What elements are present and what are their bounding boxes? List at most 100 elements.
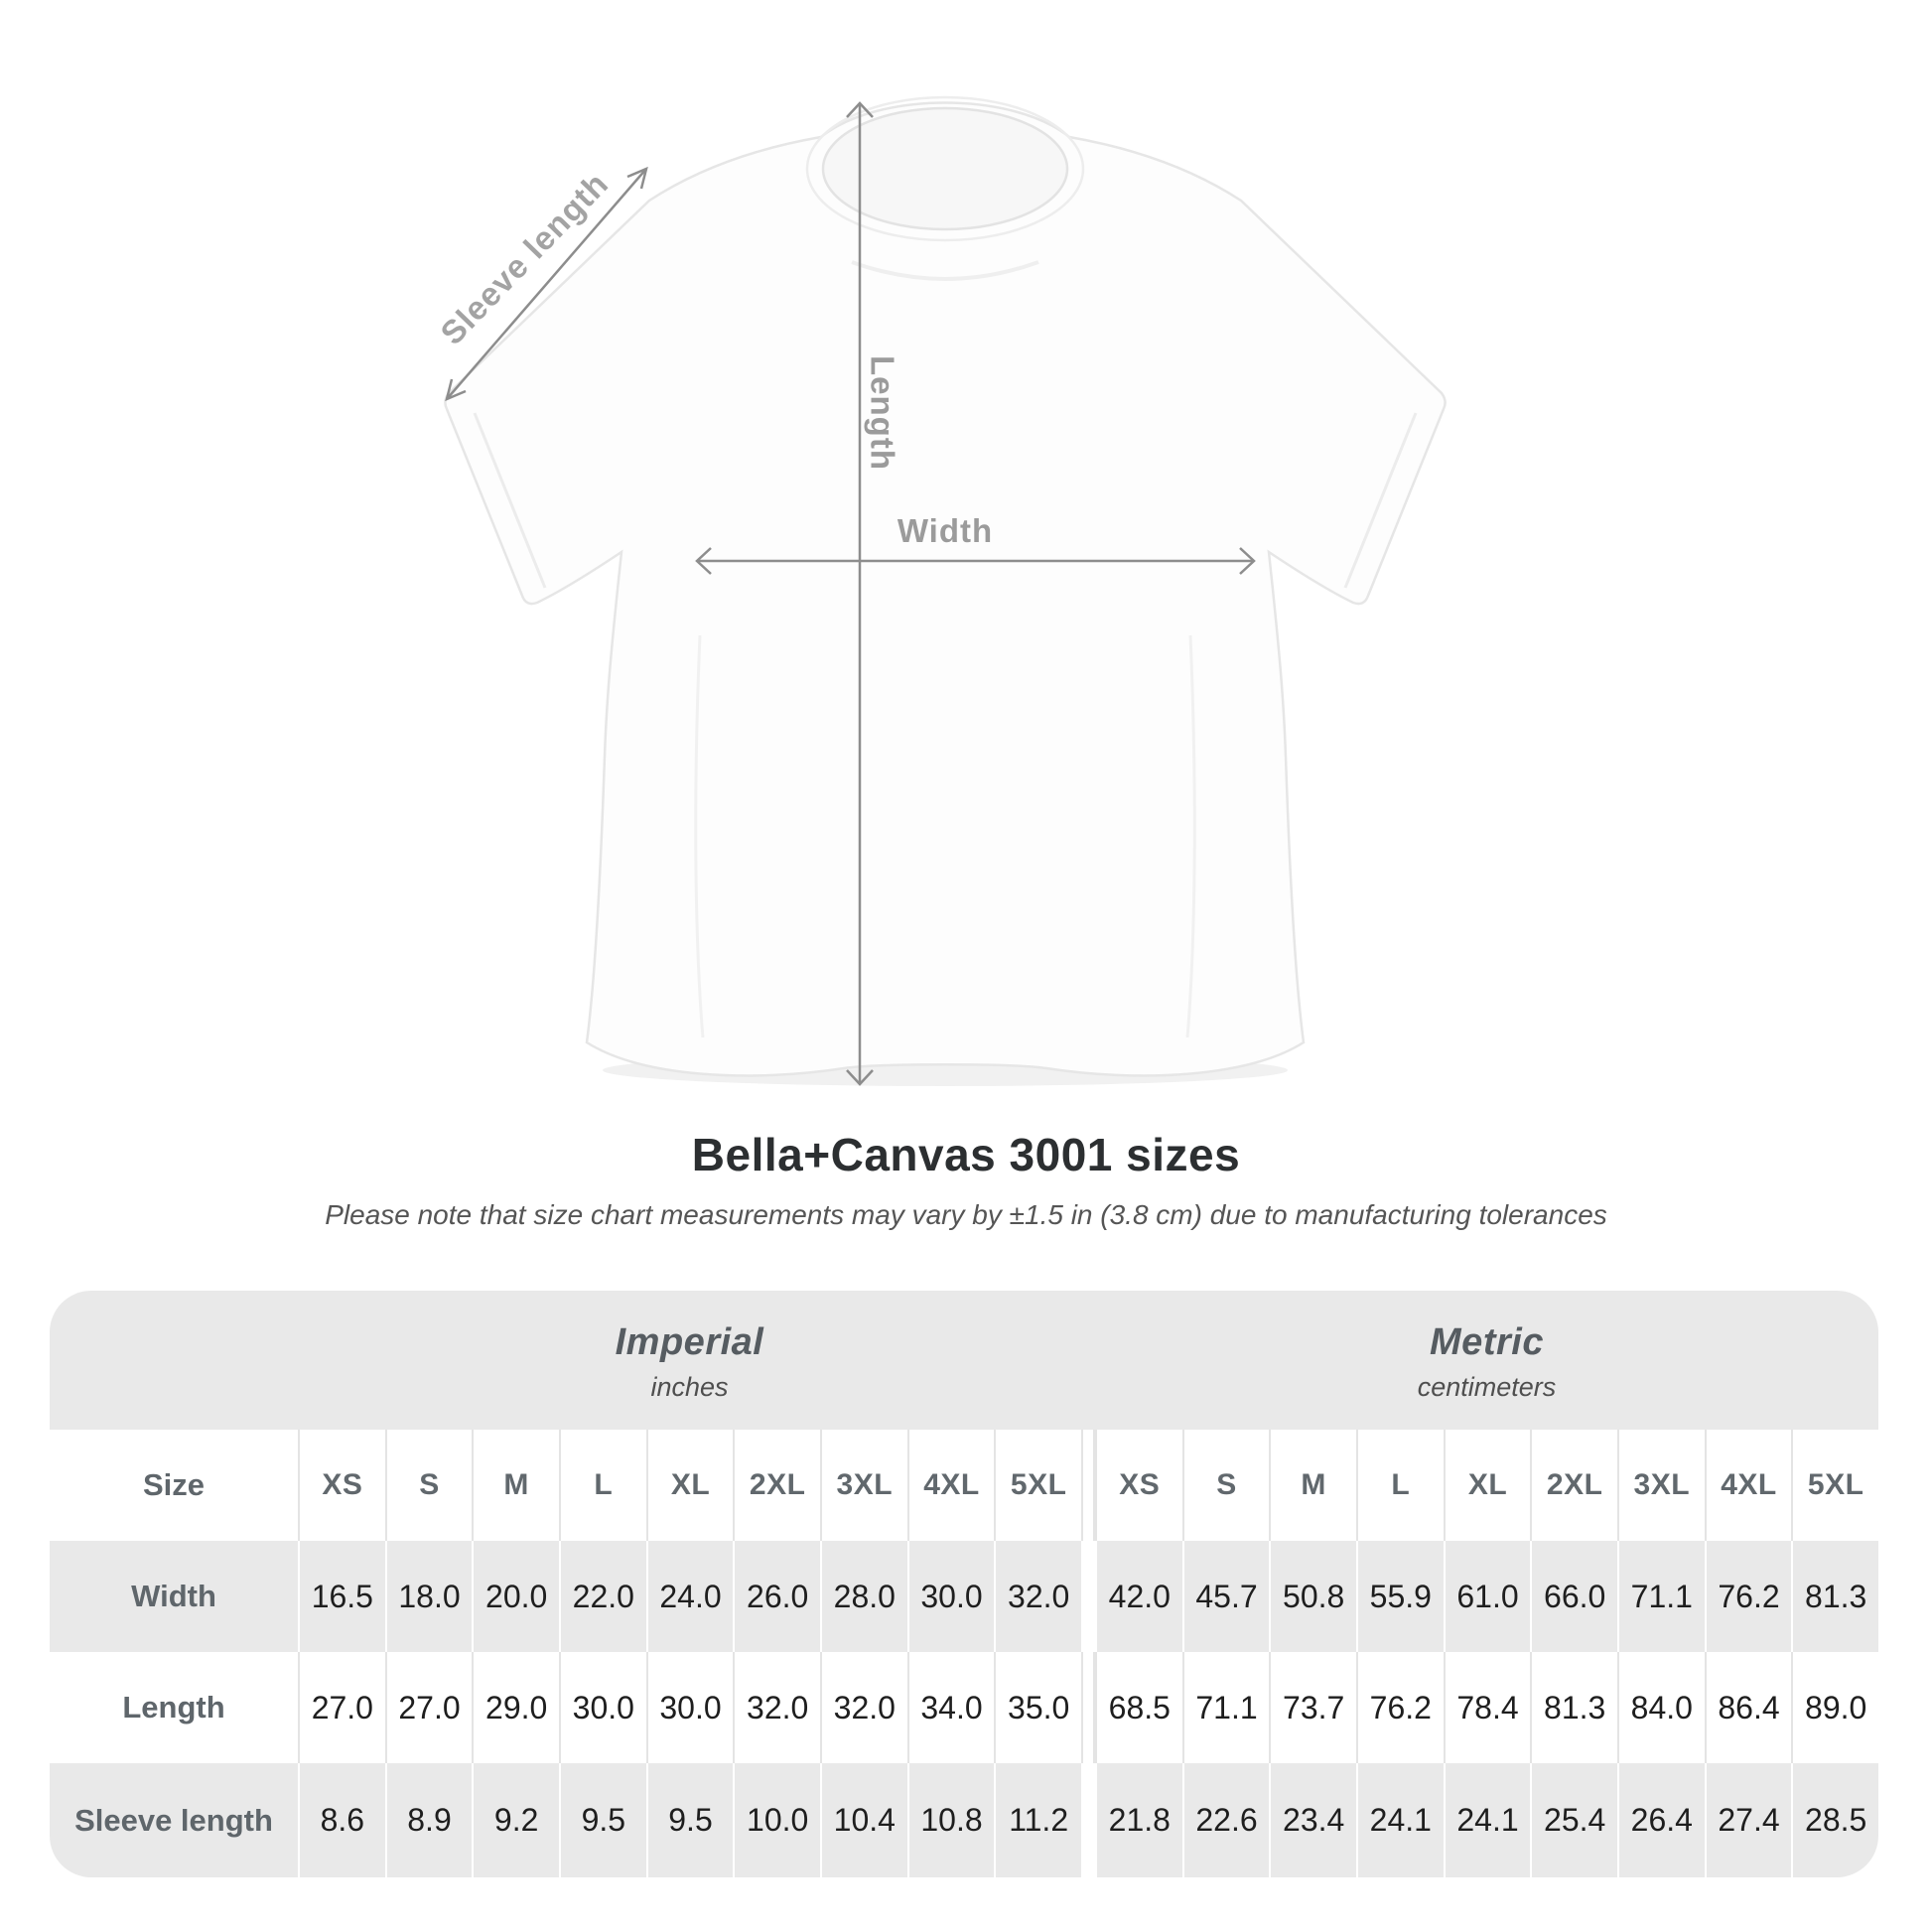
size-column-header: 5XL [994, 1430, 1081, 1541]
size-table: Imperial inches Metric centimeters Size X… [50, 1291, 1878, 1877]
table-cell: 21.8 [1094, 1763, 1182, 1877]
table-row: Width 16.5 18.0 20.0 22.0 24.0 26.0 28.0 30.0 32.… [50, 1541, 1878, 1652]
size-column-header: 2XL [1530, 1430, 1617, 1541]
row-label: Width [50, 1541, 298, 1652]
size-column-header: 2XL [733, 1430, 820, 1541]
table-cell: 76.2 [1355, 1652, 1444, 1763]
size-column-header: 4XL [906, 1430, 995, 1541]
table-cell: 55.9 [1355, 1541, 1444, 1652]
table-cell: 26.0 [733, 1541, 820, 1652]
table-cell: 27.0 [384, 1652, 473, 1763]
table-cell: 10.4 [819, 1763, 907, 1877]
table-cell: 66.0 [1530, 1541, 1617, 1652]
table-cell: 68.5 [1094, 1652, 1182, 1763]
size-column-header: 3XL [1616, 1430, 1705, 1541]
table-cell: 30.0 [645, 1652, 734, 1763]
collar-seam [805, 95, 1085, 242]
wrinkle-right [1185, 634, 1196, 1038]
table-cell: 71.1 [1181, 1652, 1270, 1763]
table-row: Sleeve length 8.6 8.9 9.2 9.5 9.5 10.0 10.4 10.8… [50, 1763, 1878, 1877]
table-cell: 24.0 [645, 1541, 734, 1652]
group-divider [1080, 1652, 1095, 1763]
unit-header-band: Imperial inches Metric centimeters [50, 1291, 1878, 1430]
table-cell: 76.2 [1704, 1541, 1792, 1652]
table-cell: 89.0 [1791, 1652, 1878, 1763]
table-cell: 28.0 [819, 1541, 907, 1652]
size-column-header: S [384, 1430, 473, 1541]
group-divider [1080, 1430, 1095, 1541]
wrinkle-left [694, 634, 705, 1038]
table-cell: 8.6 [298, 1763, 385, 1877]
size-column-header: S [1181, 1430, 1270, 1541]
table-cell: 30.0 [558, 1652, 646, 1763]
size-column-header: M [472, 1430, 559, 1541]
table-cell: 78.4 [1443, 1652, 1531, 1763]
size-column-header: XL [645, 1430, 734, 1541]
table-cell: 81.3 [1791, 1541, 1878, 1652]
width-label: Width [897, 512, 993, 549]
table-cell: 84.0 [1616, 1652, 1705, 1763]
table-cell: 30.0 [906, 1541, 995, 1652]
page-title: Bella+Canvas 3001 sizes [691, 1129, 1241, 1180]
tolerance-note: Please note that size chart measurements… [325, 1199, 1607, 1230]
table-cell: 22.6 [1181, 1763, 1270, 1877]
table-cell: 32.0 [819, 1652, 907, 1763]
table-cell: 18.0 [384, 1541, 473, 1652]
table-cell: 42.0 [1094, 1541, 1182, 1652]
group-divider [1080, 1541, 1095, 1652]
size-column-header: 4XL [1704, 1430, 1792, 1541]
imperial-header: Imperial inches [298, 1291, 1081, 1430]
table-cell: 9.5 [558, 1763, 646, 1877]
length-arrow [846, 101, 874, 1086]
size-column-header: 5XL [1791, 1430, 1878, 1541]
heading-block: Bella+Canvas 3001 sizes Please note that… [0, 1128, 1932, 1231]
metric-header: Metric centimeters [1095, 1291, 1878, 1430]
table-cell: 35.0 [994, 1652, 1081, 1763]
table-cell: 25.4 [1530, 1763, 1617, 1877]
table-cell: 34.0 [906, 1652, 995, 1763]
sleeve-length-arrow [445, 166, 648, 402]
table-cell: 20.0 [472, 1541, 559, 1652]
table-cell: 73.7 [1269, 1652, 1356, 1763]
table-cell: 61.0 [1443, 1541, 1531, 1652]
table-cell: 9.5 [645, 1763, 734, 1877]
table-cell: 32.0 [733, 1652, 820, 1763]
table-cell: 71.1 [1616, 1541, 1705, 1652]
table-cell: 23.4 [1269, 1763, 1356, 1877]
table-cell: 27.4 [1704, 1763, 1792, 1877]
table-cell: 9.2 [472, 1763, 559, 1877]
table-cell: 8.9 [384, 1763, 473, 1877]
table-cell: 22.0 [558, 1541, 646, 1652]
table-cell: 27.0 [298, 1652, 385, 1763]
size-column-header: XS [1094, 1430, 1182, 1541]
corner-label: Size [142, 1467, 206, 1502]
table-cell: 45.7 [1181, 1541, 1270, 1652]
table-row: Length 27.0 27.0 29.0 30.0 30.0 32.0 32.0 34.0 35… [50, 1652, 1878, 1763]
table-cell: 10.8 [906, 1763, 995, 1877]
size-column-header: 3XL [819, 1430, 907, 1541]
tshirt-illustration: Length Width Sleeve length [433, 95, 1447, 1086]
table-cell: 32.0 [994, 1541, 1081, 1652]
row-label: Length [122, 1690, 225, 1725]
size-column-header: XS [298, 1430, 385, 1541]
metric-unit: centimeters [1417, 1372, 1557, 1402]
size-column-header: L [558, 1430, 646, 1541]
table-cell: 10.0 [733, 1763, 820, 1877]
size-column-header: L [1355, 1430, 1444, 1541]
right-cuff-seam [1343, 412, 1418, 589]
table-size-header-row: Size XS S M L XL 2XL 3XL 4XL 5XL XS S M L XL 2XL 3XL 4XL 5… [50, 1430, 1878, 1541]
width-arrow [695, 547, 1256, 575]
wrinkle-under-collar [851, 260, 1039, 281]
imperial-title: Imperial [615, 1321, 764, 1363]
tshirt-body [444, 101, 1447, 1077]
size-column-header: XL [1443, 1430, 1531, 1541]
metric-title: Metric [1430, 1321, 1544, 1363]
table-cell: 50.8 [1269, 1541, 1356, 1652]
table-cell: 28.5 [1791, 1763, 1878, 1877]
group-divider [1080, 1763, 1095, 1877]
table-cell: 11.2 [994, 1763, 1081, 1877]
table-cell: 81.3 [1530, 1652, 1617, 1763]
imperial-unit: inches [650, 1372, 729, 1402]
table-cell: 24.1 [1355, 1763, 1444, 1877]
row-label: Sleeve length [50, 1763, 298, 1877]
